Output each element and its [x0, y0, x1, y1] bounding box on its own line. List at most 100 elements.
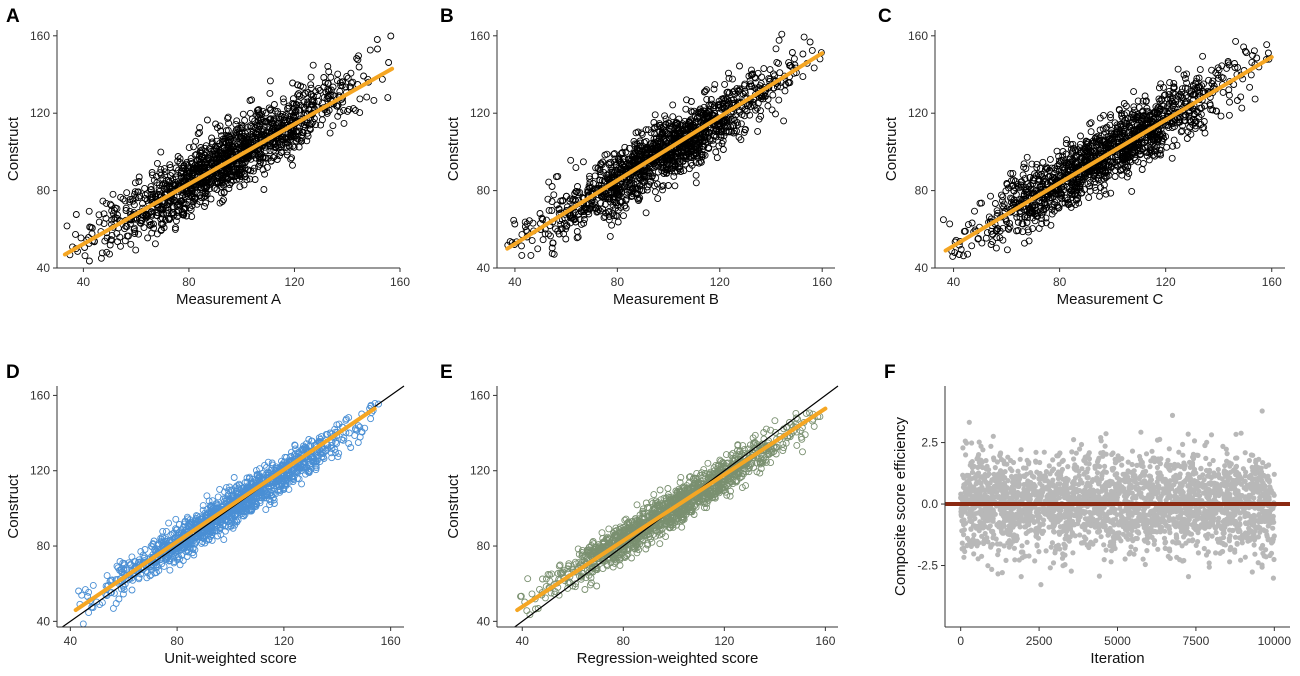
data-point — [248, 96, 256, 104]
data-point — [991, 200, 999, 207]
data-point — [202, 199, 210, 207]
data-point — [218, 132, 226, 140]
data-point — [1217, 112, 1225, 120]
panel-letter: C — [878, 6, 892, 27]
data-point — [1168, 154, 1176, 162]
y-tick-label: 40 — [915, 261, 929, 275]
data-point — [1128, 187, 1136, 195]
data-point — [218, 198, 226, 206]
data-point — [1170, 136, 1178, 144]
data-point — [754, 127, 762, 135]
data-point — [208, 177, 216, 185]
data-point — [1087, 128, 1095, 136]
data-point — [343, 72, 351, 80]
data-point — [166, 196, 174, 204]
data-point — [132, 246, 140, 254]
data-point — [72, 230, 79, 238]
data-point — [347, 69, 355, 77]
data-point — [306, 125, 314, 133]
data-point — [127, 240, 135, 248]
data-point — [1232, 37, 1240, 45]
data-point — [340, 106, 348, 114]
x-tick-label: 40 — [508, 275, 522, 289]
data-point — [116, 233, 124, 241]
data-point — [713, 154, 721, 162]
data-point — [1226, 98, 1233, 106]
data-point — [336, 87, 344, 95]
data-point — [266, 89, 274, 97]
panel-letter: D — [6, 362, 20, 383]
data-point — [385, 59, 393, 66]
data-point — [1183, 135, 1191, 142]
data-point — [968, 219, 976, 227]
data-point — [790, 55, 798, 63]
data-point — [109, 190, 117, 198]
data-point — [567, 156, 575, 164]
data-point — [1219, 88, 1227, 96]
data-point — [758, 73, 766, 81]
data-point — [263, 163, 271, 171]
data-point — [255, 154, 263, 162]
data-point — [354, 56, 362, 64]
data-point — [682, 105, 690, 113]
x-tick-label: 40 — [77, 275, 91, 289]
data-point — [224, 114, 232, 122]
data-point — [939, 216, 947, 224]
data-point — [355, 63, 363, 71]
data-point — [1174, 65, 1182, 73]
data-point — [334, 70, 342, 78]
y-tick-label: 80 — [915, 184, 929, 198]
x-tick-label: 160 — [390, 275, 410, 289]
x-tick-label: 120 — [284, 275, 304, 289]
data-point — [614, 218, 622, 226]
data-point — [259, 118, 267, 126]
data-point — [251, 176, 259, 183]
data-point — [800, 33, 808, 41]
data-point — [141, 195, 149, 202]
data-point — [220, 196, 227, 204]
data-point — [173, 213, 181, 221]
data-point — [151, 240, 159, 248]
data-point — [1155, 84, 1163, 92]
data-point — [121, 237, 129, 245]
data-point — [298, 137, 306, 145]
data-point — [572, 164, 580, 172]
data-point — [326, 129, 334, 137]
data-point — [711, 81, 719, 89]
data-point — [307, 84, 315, 92]
data-point — [773, 58, 781, 66]
data-point — [307, 73, 315, 81]
data-point — [1201, 129, 1209, 137]
y-tick-label: 160 — [30, 29, 50, 43]
data-point — [190, 143, 197, 151]
data-point — [153, 209, 161, 217]
data-point — [280, 98, 288, 106]
data-point — [1264, 49, 1272, 57]
data-point — [342, 83, 350, 91]
data-point — [329, 122, 337, 130]
data-point — [267, 157, 275, 165]
data-point — [187, 206, 195, 214]
data-point — [775, 96, 783, 104]
data-point — [964, 221, 972, 229]
data-point — [266, 147, 274, 155]
data-point — [363, 93, 371, 101]
x-tick-label: 160 — [1262, 275, 1282, 289]
data-point — [778, 30, 786, 38]
data-point — [180, 161, 188, 169]
y-axis-title: Construct — [5, 116, 22, 181]
data-point — [1123, 173, 1131, 181]
data-point — [260, 186, 268, 193]
data-point — [651, 111, 659, 119]
data-point — [135, 230, 142, 238]
data-point — [85, 257, 93, 265]
data-point — [185, 144, 193, 152]
data-point — [141, 184, 149, 192]
data-point — [999, 193, 1007, 201]
data-point — [296, 128, 303, 136]
data-point — [174, 157, 182, 165]
data-point — [799, 73, 807, 81]
data-point — [1085, 194, 1093, 202]
